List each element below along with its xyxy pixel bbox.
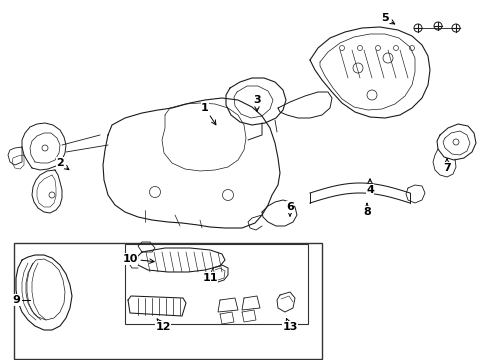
Text: 3: 3: [253, 95, 260, 111]
Bar: [14, 243, 321, 359]
Text: 4: 4: [366, 179, 373, 195]
Text: 11: 11: [202, 273, 217, 283]
Text: 12: 12: [155, 319, 170, 332]
Text: 2: 2: [56, 158, 69, 170]
Text: 9: 9: [12, 295, 20, 305]
Text: 7: 7: [442, 159, 450, 173]
Text: 5: 5: [381, 13, 394, 24]
Bar: [125, 244, 307, 324]
Text: 6: 6: [285, 202, 293, 216]
Text: 13: 13: [282, 319, 297, 332]
Text: 10: 10: [122, 254, 154, 264]
Text: 8: 8: [363, 203, 370, 217]
Text: 1: 1: [201, 103, 216, 125]
